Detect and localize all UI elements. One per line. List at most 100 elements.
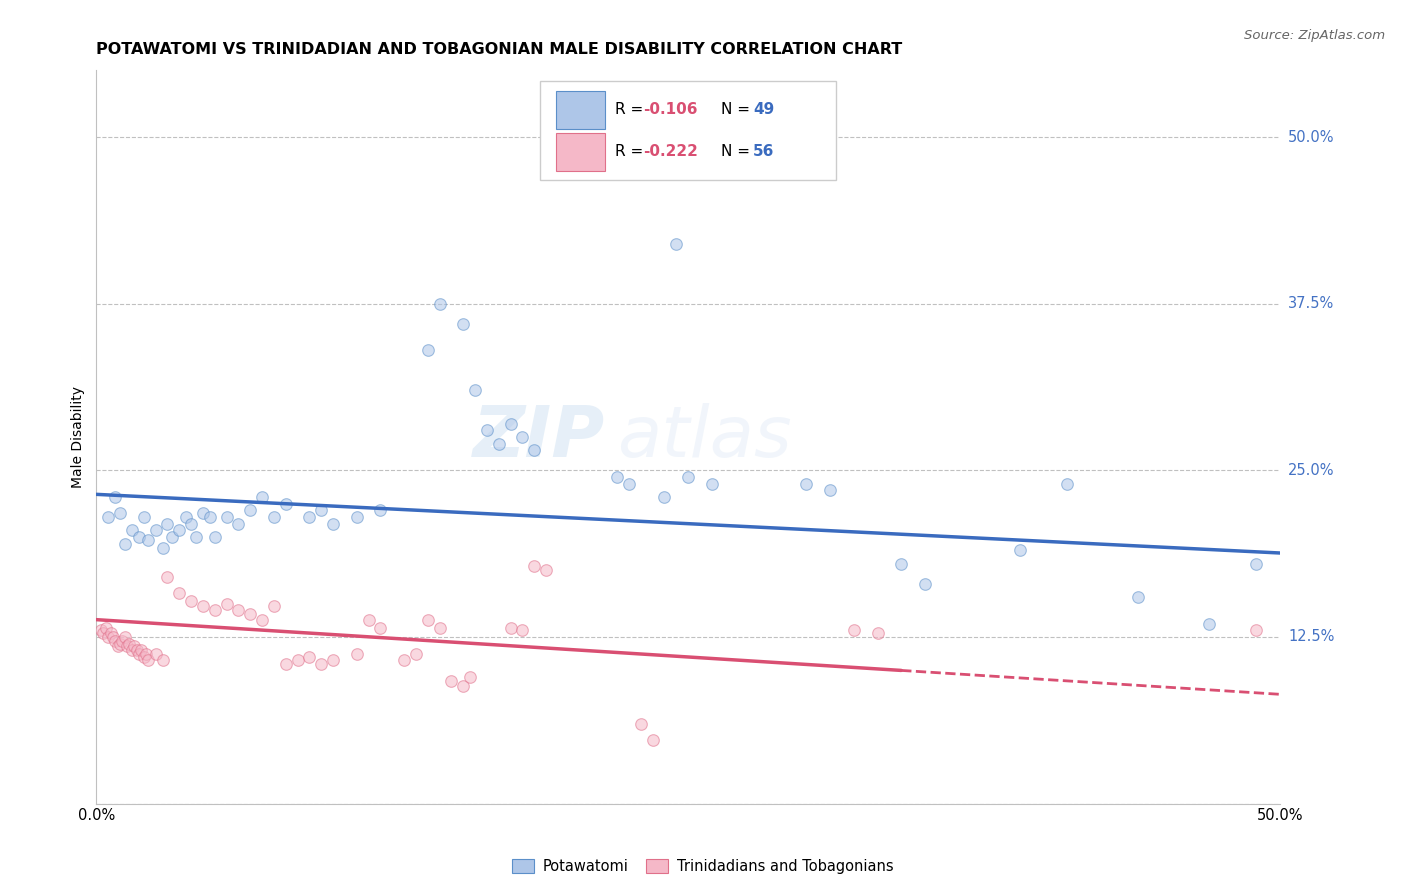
FancyBboxPatch shape — [540, 81, 837, 180]
Point — [90, 624, 112, 638]
Text: POTAWATOMI VS TRINIDADIAN AND TOBAGONIAN MALE DISABILITY CORRELATION CHART: POTAWATOMI VS TRINIDADIAN AND TOBAGONIAN… — [97, 42, 903, 57]
Point — [111, 634, 134, 648]
Point — [1292, 603, 1315, 617]
Text: 25.0%: 25.0% — [1288, 463, 1334, 478]
Point — [370, 503, 392, 517]
Point — [128, 648, 150, 662]
Text: atlas: atlas — [617, 402, 792, 472]
Point — [250, 490, 273, 504]
Point — [298, 510, 321, 524]
Point — [145, 524, 167, 538]
Point — [460, 670, 482, 684]
Point — [357, 613, 380, 627]
Point — [309, 503, 332, 517]
Point — [108, 637, 131, 651]
Point — [97, 510, 120, 524]
Point — [451, 679, 474, 693]
Point — [1198, 616, 1220, 631]
Point — [97, 630, 120, 644]
Point — [1056, 476, 1078, 491]
Text: N =: N = — [721, 103, 755, 118]
Point — [138, 653, 160, 667]
Point — [700, 476, 723, 491]
Y-axis label: Male Disability: Male Disability — [72, 386, 86, 488]
Point — [346, 510, 368, 524]
Point — [523, 443, 546, 458]
Legend: Potawatomi, Trinidadians and Tobagonians: Potawatomi, Trinidadians and Tobagonians — [506, 854, 900, 880]
Point — [440, 673, 463, 688]
Point — [322, 516, 344, 531]
FancyBboxPatch shape — [555, 91, 606, 129]
Point — [606, 470, 628, 484]
Point — [250, 613, 273, 627]
Point — [416, 343, 439, 358]
Point — [228, 516, 250, 531]
Point — [132, 510, 155, 524]
Point — [167, 524, 190, 538]
Point — [842, 624, 865, 638]
Point — [866, 626, 889, 640]
Point — [796, 476, 818, 491]
Point — [180, 594, 202, 608]
Point — [617, 476, 640, 491]
Point — [160, 530, 183, 544]
Point — [114, 536, 136, 550]
Point — [1244, 624, 1267, 638]
Text: -0.222: -0.222 — [643, 145, 697, 160]
Text: 56: 56 — [754, 145, 775, 160]
Text: 37.5%: 37.5% — [1288, 296, 1334, 311]
Point — [416, 613, 439, 627]
Point — [287, 653, 309, 667]
Point — [464, 384, 486, 398]
Text: R =: R = — [614, 145, 648, 160]
Point — [100, 626, 122, 640]
Point — [184, 530, 207, 544]
Point — [392, 653, 415, 667]
Point — [198, 510, 221, 524]
Text: N =: N = — [721, 145, 755, 160]
Point — [239, 607, 262, 622]
Point — [534, 563, 557, 577]
Point — [125, 643, 148, 657]
Point — [1008, 543, 1031, 558]
Point — [512, 624, 534, 638]
Point — [204, 603, 226, 617]
Point — [104, 634, 127, 648]
Point — [107, 640, 129, 654]
Point — [167, 586, 190, 600]
Point — [121, 524, 143, 538]
Point — [429, 621, 451, 635]
Point — [309, 657, 332, 671]
Point — [630, 716, 652, 731]
Point — [654, 490, 676, 504]
Point — [890, 557, 912, 571]
Point — [263, 599, 285, 614]
Point — [145, 648, 167, 662]
Point — [499, 621, 522, 635]
Point — [122, 640, 145, 654]
Text: Source: ZipAtlas.com: Source: ZipAtlas.com — [1244, 29, 1385, 42]
Point — [191, 506, 214, 520]
Point — [1126, 590, 1149, 604]
Point — [94, 621, 117, 635]
Point — [451, 317, 474, 331]
FancyBboxPatch shape — [555, 133, 606, 171]
Point — [914, 576, 936, 591]
Point — [114, 630, 136, 644]
Point — [346, 648, 368, 662]
Point — [228, 603, 250, 617]
Point — [429, 296, 451, 310]
Point — [475, 423, 498, 437]
Point — [274, 497, 297, 511]
Point — [676, 470, 699, 484]
Point — [132, 650, 155, 665]
Point — [204, 530, 226, 544]
Point — [131, 643, 153, 657]
Point — [215, 510, 238, 524]
Point — [121, 643, 143, 657]
Point — [239, 503, 262, 517]
Point — [128, 530, 150, 544]
Point — [176, 510, 198, 524]
Point — [191, 599, 214, 614]
Point — [370, 621, 392, 635]
